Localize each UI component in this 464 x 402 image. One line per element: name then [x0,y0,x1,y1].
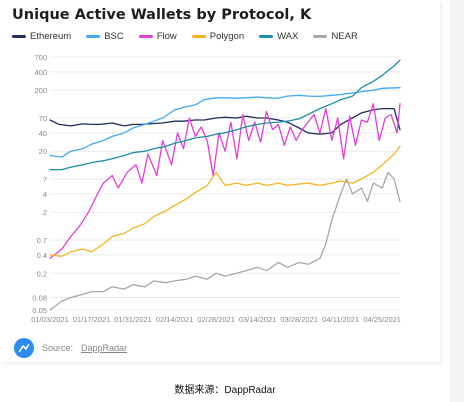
legend-item-polygon[interactable]: Polygon [191,31,245,42]
chart-card [0,0,440,362]
source-line: Source: DappRadar [14,338,127,358]
legend-swatch [86,35,101,38]
series-line-ethereum [49,107,401,135]
legend-swatch [313,35,328,38]
series-line-near [49,171,401,311]
y-tick-label: 0.2 [37,269,47,278]
legend-swatch [12,35,26,38]
x-tick-label: 01/31/2021 [114,315,152,324]
caption: 数据来源：DappRadar [0,381,450,396]
y-tick-label: 700 [34,53,47,62]
caption-source: DappRadar [224,385,276,396]
legend-swatch [191,35,206,38]
legend-item-ethereum[interactable]: Ethereum [12,31,71,42]
x-tick-label: 01/03/2021 [31,315,69,324]
chart-title: Unique Active Wallets by Protocol, K [12,7,312,23]
x-tick-label: 03/28/2021 [280,315,318,324]
legend-label: BSC [104,31,124,42]
y-tick-label: 2 [43,208,47,217]
y-tick-label: 20 [39,147,47,156]
legend-label: NEAR [331,31,358,42]
legend-label: WAX [277,31,299,42]
legend-item-bsc[interactable]: BSC [86,31,124,42]
x-tick-label: 04/25/2021 [363,315,401,324]
legend-label: Flow [156,31,177,42]
series-line-polygon [49,145,401,257]
legend-label: Ethereum [30,31,72,42]
y-tick-label: 0.05 [32,306,47,315]
legend-swatch [138,35,153,38]
dappradar-logo-icon [14,338,34,358]
legend-label: Polygon [209,31,245,42]
y-tick-label: 400 [34,68,47,77]
x-tick-label: 02/14/2021 [156,315,194,324]
legend-item-wax[interactable]: WAX [259,31,298,42]
x-tick-label: 04/11/2021 [322,315,359,324]
source-label: Source: [42,343,74,353]
y-tick-label: 7 [43,175,47,184]
y-tick-label: 4 [43,190,47,199]
chart-plot: 0.05 0.08 0.2 0.4 0.7 2 4 7 20 40 70 200 400 700 01/03… [31,53,401,324]
caption-prefix: 数据来源： [174,385,225,396]
page-edge [450,0,464,402]
x-tick-label: 02/28/2021 [197,315,235,324]
y-tick-label: 0.4 [37,251,47,260]
y-tick-label: 40 [39,129,47,138]
y-tick-label: 70 [39,114,47,123]
legend-item-near[interactable]: NEAR [313,31,358,42]
legend-swatch [259,35,274,38]
y-tick-label: 0.7 [37,236,47,245]
series-line-bsc [49,87,401,158]
x-tick-label: 03/14/2021 [239,315,277,324]
x-tick-label: 01/17/2021 [73,315,111,324]
logo-mark [18,344,30,353]
series-line-flow [49,103,401,260]
y-tick-label: 200 [34,86,47,95]
y-tick-label: 0.08 [32,294,47,303]
legend: Ethereum BSC Flow Polygon WAX NEAR [12,31,358,42]
source-link[interactable]: DappRadar [81,343,128,353]
legend-item-flow[interactable]: Flow [138,31,177,42]
series-line-wax [49,59,401,171]
